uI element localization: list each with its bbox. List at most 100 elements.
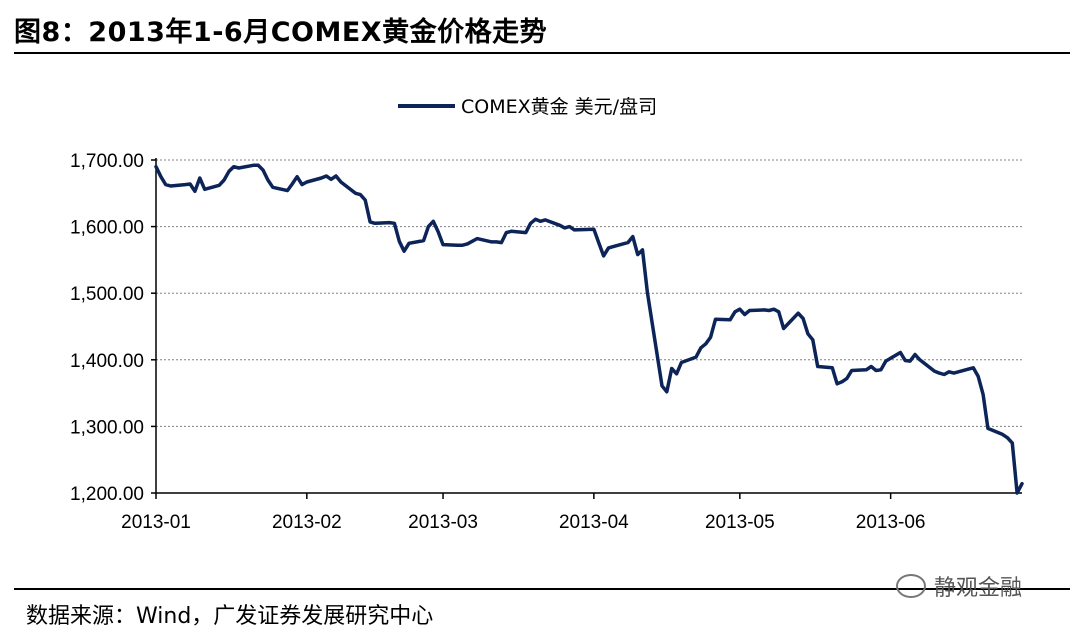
data-point	[530, 222, 532, 224]
data-point	[389, 222, 390, 224]
data-point	[423, 240, 425, 242]
data-point	[851, 370, 853, 371]
y-tick-label: 1,700.00	[70, 151, 144, 172]
data-point	[160, 176, 162, 178]
data-point	[710, 336, 712, 338]
data-point	[880, 369, 882, 371]
data-point	[802, 318, 804, 319]
legend: COMEX黄金 美元/盘司	[398, 96, 657, 118]
data-point	[608, 247, 609, 249]
data-point	[763, 309, 765, 311]
data-point	[695, 356, 697, 358]
gridlines	[156, 159, 1022, 427]
data-point	[325, 175, 327, 177]
data-point	[612, 246, 614, 248]
data-point	[544, 219, 546, 221]
data-point	[744, 314, 746, 315]
x-tick-label: 2013-04	[559, 512, 629, 533]
data-point	[204, 188, 206, 190]
data-point	[700, 347, 702, 349]
data-point	[262, 169, 264, 171]
data-point	[739, 308, 741, 310]
data-point	[320, 177, 322, 179]
x-tick-label: 2013-02	[272, 512, 342, 533]
data-point	[457, 244, 459, 246]
data-point	[632, 236, 634, 238]
data-point	[729, 319, 731, 321]
data-point	[603, 255, 605, 257]
data-point	[218, 184, 220, 186]
data-point	[267, 179, 269, 181]
data-point	[797, 312, 799, 314]
data-point	[943, 374, 945, 375]
data-point	[491, 241, 493, 243]
data-point	[831, 367, 833, 369]
data-point	[466, 243, 468, 245]
data-point	[846, 377, 848, 379]
data-point	[948, 371, 950, 373]
data-point	[569, 226, 570, 228]
data-point	[768, 310, 770, 311]
x-tick-label: 2013-03	[408, 512, 478, 533]
data-point	[252, 164, 254, 166]
x-tick-label: 2013-06	[856, 512, 926, 533]
data-point	[340, 181, 342, 183]
watermark: 静观金融	[896, 570, 1022, 602]
data-point	[286, 190, 288, 192]
data-point	[865, 369, 867, 371]
data-point	[573, 229, 575, 231]
data-point	[680, 362, 682, 363]
data-point	[189, 183, 191, 185]
data-point	[296, 176, 298, 178]
data-point	[1016, 492, 1018, 494]
data-point	[374, 222, 376, 224]
data-point	[977, 375, 979, 377]
data-point	[170, 185, 172, 187]
y-tick-label: 1,500.00	[70, 284, 144, 305]
data-point	[919, 359, 921, 361]
data-point	[403, 250, 405, 252]
data-point	[476, 238, 478, 240]
data-point	[637, 254, 639, 256]
data-point	[773, 308, 775, 310]
data-point	[525, 232, 527, 234]
x-tick-label: 2013-05	[705, 512, 775, 533]
data-point	[982, 393, 984, 395]
data-point	[671, 368, 673, 369]
data-point	[812, 339, 814, 341]
data-point	[705, 343, 707, 345]
data-point	[734, 311, 736, 313]
data-point	[355, 192, 356, 194]
wechat-icon	[896, 574, 926, 598]
data-point	[904, 360, 906, 361]
data-point	[238, 167, 240, 169]
data-point	[393, 222, 395, 224]
data-point	[471, 240, 473, 242]
data-point	[661, 385, 663, 387]
data-point	[291, 183, 293, 185]
data-point	[817, 366, 819, 367]
data-point	[510, 230, 512, 232]
data-point	[564, 227, 566, 229]
data-point	[953, 372, 955, 374]
data-point	[666, 391, 668, 393]
data-point	[899, 352, 901, 353]
data-point	[364, 199, 366, 201]
data-point	[165, 184, 167, 186]
data-point	[783, 328, 785, 329]
data-point	[646, 292, 648, 293]
data-point	[535, 218, 536, 220]
legend-label: COMEX黄金 美元/盘司	[461, 96, 657, 118]
data-point	[398, 240, 400, 242]
data-point	[627, 242, 629, 244]
watermark-text: 静观金融	[934, 576, 1023, 601]
data-point	[885, 360, 887, 362]
data-point	[539, 220, 541, 222]
data-point	[559, 224, 561, 226]
data-point	[505, 232, 507, 234]
data-point	[301, 184, 303, 186]
data-point	[437, 231, 439, 233]
title-divider	[14, 52, 1070, 54]
data-point	[749, 310, 751, 311]
